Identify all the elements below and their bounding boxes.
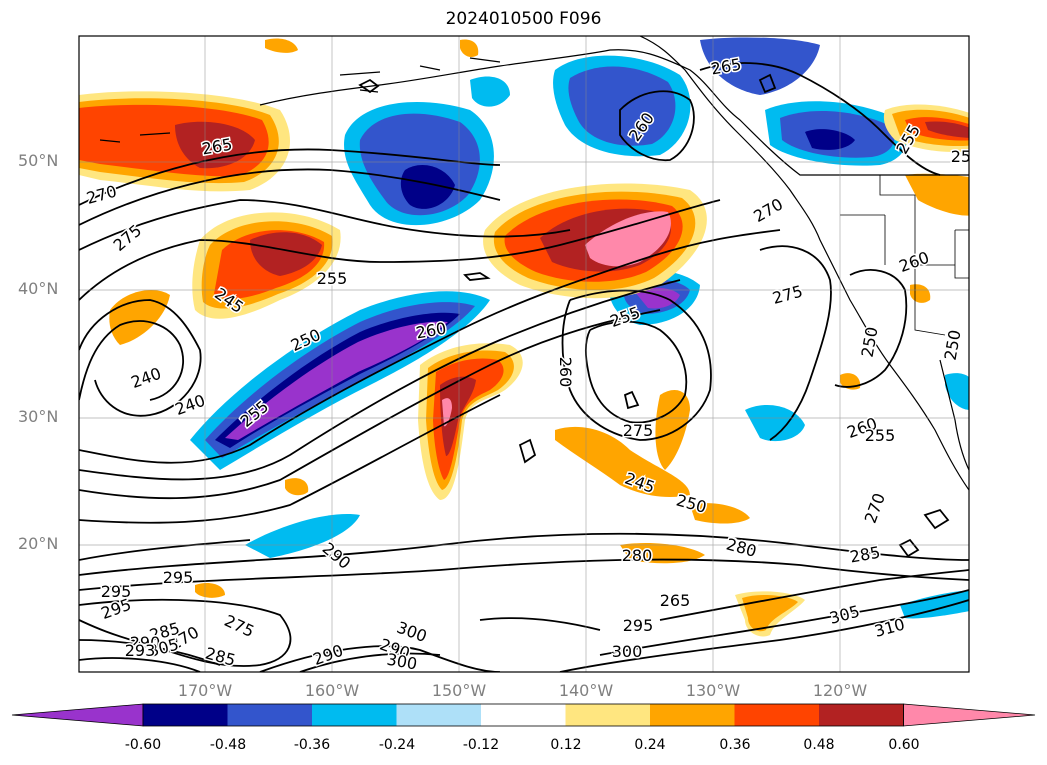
colorbar-segment [565,704,651,726]
colorbar-tick: -0.24 [378,737,416,753]
contour-label: 300 [612,642,643,661]
contour-label: 255 [317,269,348,288]
colorbar-segments [11,703,1036,727]
colorbar-tick: -0.36 [293,737,331,753]
lon-label-140w: 140°W [558,681,614,700]
colorbar-segment [650,704,735,726]
lat-label-40n: 40°N [18,279,59,298]
positive-anomaly-ridge [483,183,707,299]
colorbar-segment [819,704,904,726]
negative-anomaly-north [245,37,969,619]
colorbar-segment [396,704,482,726]
colorbar-tick: 0.24 [634,737,666,753]
chart-title: 2024010500 F096 [445,9,602,29]
colorbar-segment [734,704,820,726]
contour-label: 300 [385,650,418,674]
colorbar-tick: 0.60 [888,737,920,753]
contour-label: 295 [163,568,194,587]
colorbar-tick: 0.48 [803,737,835,753]
lat-label-50n: 50°N [18,151,59,170]
contour-label: 265 [660,591,691,610]
political-borders [800,174,969,336]
contour-label: 293 [125,641,156,660]
lon-label-130w: 130°W [685,681,741,700]
lon-label-170w: 170°W [177,681,233,700]
colorbar-extend-high [903,703,1036,727]
lon-label-150w: 150°W [431,681,487,700]
colorbar-tick: 0.12 [550,737,582,753]
contour-label: 295 [101,582,132,601]
contour-label: 275 [623,421,654,440]
lat-label-30n: 30°N [18,407,59,426]
colorbar-tick: -0.60 [124,737,162,753]
lon-label-160w: 160°W [304,681,360,700]
colorbar [11,703,1036,727]
colorbar-tick: -0.48 [209,737,247,753]
colorbar-extend-low [11,703,144,727]
colorbar-tick: -0.12 [462,737,500,753]
colorbar-segment [227,704,313,726]
contour-label: 280 [622,546,653,565]
contour-label: 255 [951,147,982,166]
contour-label: 255 [865,426,896,445]
lat-label-20n: 20°N [18,534,59,553]
contour-label: 290 [130,633,161,652]
graticule [79,36,969,672]
colorbar-segment [143,704,228,726]
contour-label: 295 [623,616,654,635]
colorbar-outline [142,703,904,727]
colorbar-segment [481,704,566,726]
contour-label: 260 [556,357,575,388]
colorbar-segment [312,704,397,726]
colorbar-tick: 0.36 [719,737,751,753]
lon-label-120w: 120°W [812,681,868,700]
negative-anomaly-trough-band [190,291,490,470]
